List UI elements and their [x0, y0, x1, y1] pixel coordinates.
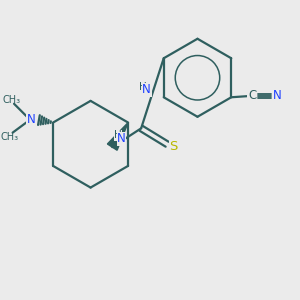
- Text: N: N: [117, 132, 126, 146]
- Text: H: H: [114, 130, 122, 140]
- Text: CH₃: CH₃: [2, 95, 20, 105]
- Text: CH₃: CH₃: [1, 132, 19, 142]
- Polygon shape: [107, 123, 128, 150]
- Text: N: N: [26, 112, 35, 126]
- Text: N: N: [273, 89, 282, 102]
- Text: H: H: [139, 82, 147, 92]
- Text: N: N: [142, 83, 151, 96]
- Text: C: C: [248, 89, 256, 102]
- Text: S: S: [169, 140, 178, 153]
